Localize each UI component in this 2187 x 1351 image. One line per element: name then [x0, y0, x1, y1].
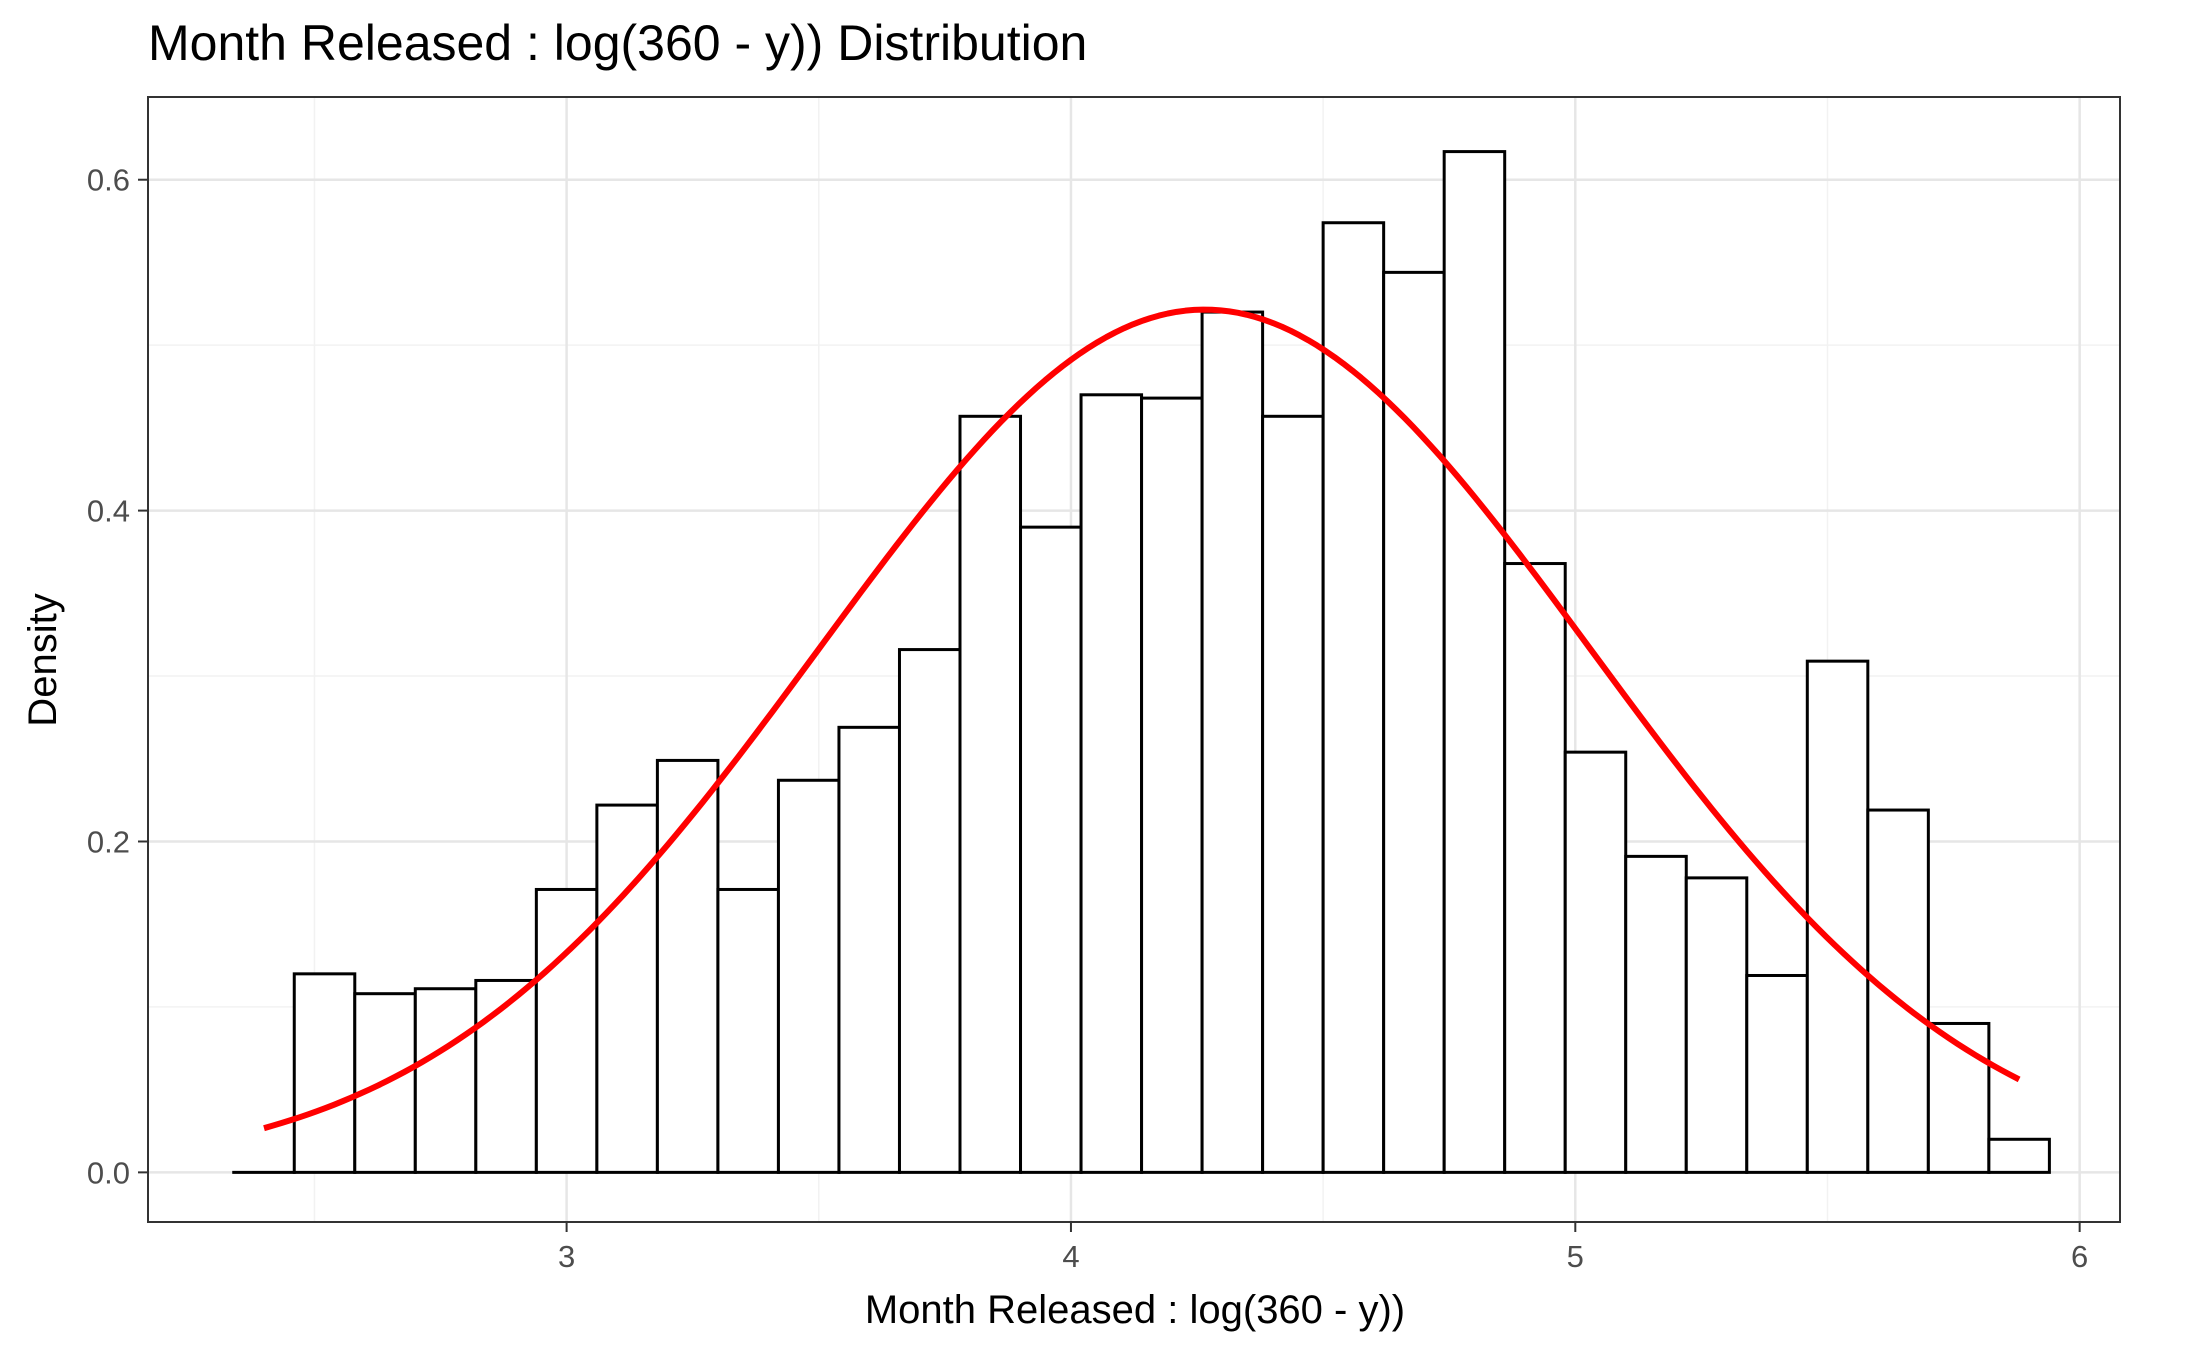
histogram-bar [1926, 1021, 1991, 1174]
y-axis-title: Density [21, 593, 65, 726]
histogram-bar [1200, 310, 1265, 1174]
y-tick-label: 0.0 [87, 1155, 130, 1190]
histogram-bar [1987, 1137, 2051, 1174]
x-axis: 3 4 5 6 [558, 1222, 2088, 1274]
histogram-bar [776, 778, 841, 1174]
x-axis-title: Month Released : log(360 - y)) [865, 1288, 1405, 1332]
y-tick-label: 0.2 [87, 824, 130, 859]
histogram-bar [1503, 562, 1567, 1174]
histogram-bar [1382, 270, 1446, 1174]
y-tick-label: 0.6 [87, 163, 130, 198]
histogram-bar [292, 972, 357, 1174]
chart-title: Month Released : log(360 - y)) Distribut… [148, 15, 1087, 71]
histogram-bar [1866, 808, 1930, 1174]
y-axis: 0.0 0.2 0.4 0.6 [87, 163, 148, 1190]
x-tick-label: 5 [1567, 1239, 1584, 1274]
histogram-bars [232, 150, 2051, 1174]
histogram-bar [1321, 221, 1386, 1174]
histogram-bar [1140, 396, 1204, 1174]
histogram-bar [837, 725, 901, 1174]
x-tick-label: 6 [2071, 1239, 2088, 1274]
normal-density-curve [263, 306, 2021, 1132]
x-tick-label: 3 [558, 1239, 575, 1274]
histogram-bar [595, 803, 659, 1174]
histogram-bar [655, 758, 720, 1174]
panel-border [147, 96, 2121, 1223]
y-tick-label: 0.4 [87, 494, 130, 529]
histogram-bar [1261, 414, 1325, 1174]
histogram-bar [1019, 525, 1083, 1174]
histogram-bar [1684, 876, 1749, 1174]
histogram-bar [958, 414, 1023, 1174]
histogram-bar [1624, 854, 1688, 1174]
histogram-bar [897, 648, 962, 1174]
histogram-bar [1079, 393, 1144, 1174]
histogram-bar [1805, 659, 1870, 1174]
histogram-bar [1745, 973, 1809, 1174]
x-tick-label: 4 [1062, 1239, 1079, 1274]
histogram-bar [413, 987, 478, 1174]
histogram-bar [474, 978, 538, 1174]
histogram-bar [1442, 150, 1507, 1174]
histogram-bar [1563, 750, 1628, 1174]
histogram-bar [716, 887, 780, 1174]
